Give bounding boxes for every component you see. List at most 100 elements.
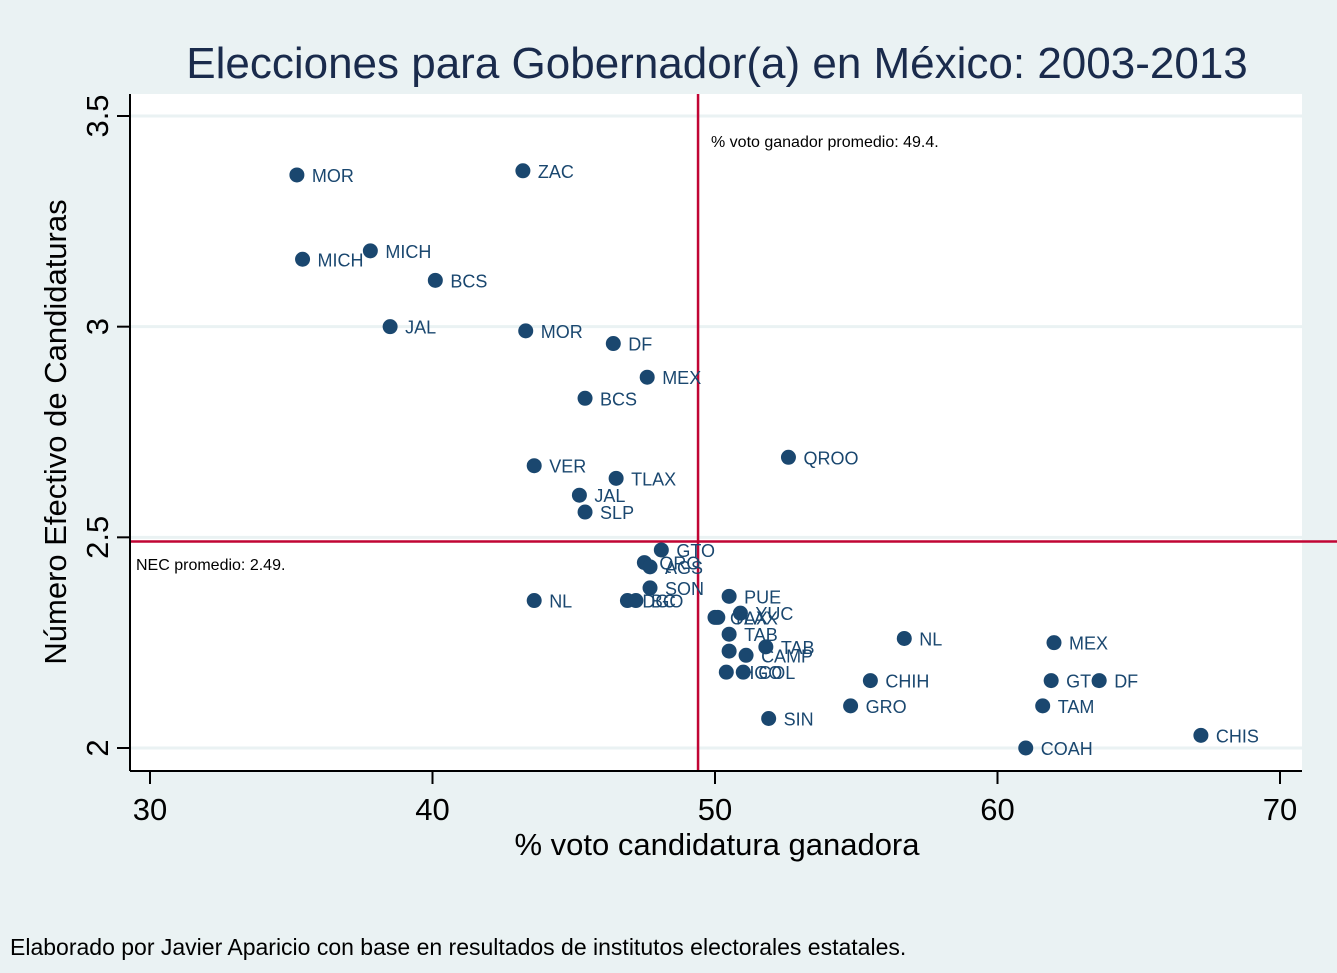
point-label: NL	[919, 629, 942, 649]
point-label: OAX	[730, 608, 768, 628]
data-point	[362, 243, 378, 259]
point-label: TLAX	[733, 608, 778, 628]
point-label: TAB	[781, 638, 815, 658]
point-label: JAL	[594, 486, 625, 506]
point-label: SLP	[600, 503, 634, 523]
data-point	[758, 639, 774, 655]
x-tick-label: 70	[1263, 792, 1297, 827]
point-label: NL	[549, 592, 572, 612]
data-point	[761, 711, 777, 727]
point-label: MICH	[385, 242, 431, 262]
data-point	[289, 167, 305, 183]
point-label: CHIH	[885, 672, 929, 692]
data-point	[721, 626, 737, 642]
x-tick-label: 50	[698, 792, 732, 827]
data-point	[653, 542, 669, 558]
data-point	[735, 664, 751, 680]
data-point	[1043, 673, 1059, 689]
point-label: HGO	[741, 663, 782, 683]
data-point	[628, 593, 644, 609]
point-label: MEX	[662, 368, 701, 388]
data-point	[780, 449, 796, 465]
data-point	[1091, 673, 1107, 689]
point-label: CHIS	[1216, 726, 1259, 746]
y-tick-label: 2	[80, 739, 115, 756]
chart-title: Elecciones para Gobernador(a) en México:…	[186, 39, 1248, 88]
data-point	[427, 272, 443, 288]
data-point	[732, 605, 748, 621]
gridlines	[130, 114, 1302, 750]
y-axis-title: Número Efectivo de Candidaturas	[38, 199, 73, 664]
point-label: MOR	[312, 166, 354, 186]
data-point	[1035, 698, 1051, 714]
x-tick-label: 30	[133, 792, 167, 827]
point-label: SON	[665, 579, 704, 599]
point-label: GRO	[866, 697, 907, 717]
point-label: JAL	[405, 318, 436, 338]
y-tick-label: 3.5	[80, 94, 115, 137]
point-label: QROO	[803, 448, 858, 468]
data-point	[1046, 635, 1062, 651]
data-point	[738, 647, 754, 663]
data-point	[642, 580, 658, 596]
x-reference-label: % voto ganador promedio: 49.4.	[711, 134, 939, 151]
source-note: Elaborado por Javier Aparicio con base e…	[10, 934, 907, 960]
point-label: BCS	[600, 389, 637, 409]
point-label: TAM	[1058, 697, 1095, 717]
data-point	[577, 504, 593, 520]
point-label: CAMP	[761, 646, 813, 666]
data-point	[721, 588, 737, 604]
data-point	[639, 369, 655, 385]
y-reference-label: NEC promedio: 2.49.	[136, 557, 285, 574]
point-label: YUC	[755, 604, 793, 624]
point-label: DF	[628, 335, 652, 355]
data-point	[518, 323, 534, 339]
data-points: MOR ZAC MICH MICH BCS JAL MOR DF MEX BCS QROO VER TL…	[289, 162, 1259, 759]
point-label: DF	[1114, 672, 1138, 692]
point-label: SIN	[784, 710, 814, 730]
data-point	[642, 559, 658, 575]
point-label: ZAC	[538, 162, 574, 182]
data-point	[710, 609, 726, 625]
point-label: TAB	[744, 625, 778, 645]
axes: 2 2.5 3 3.5 30 40 50 60 70	[80, 94, 1302, 827]
data-point	[526, 458, 542, 474]
data-point	[896, 630, 912, 646]
data-point	[1193, 727, 1209, 743]
point-label: VER	[549, 457, 586, 477]
reference-lines	[130, 94, 1337, 771]
point-label: PUE	[744, 587, 781, 607]
data-point	[515, 163, 531, 179]
data-point	[295, 251, 311, 267]
data-point	[843, 698, 859, 714]
point-label: GTO	[676, 541, 715, 561]
point-label: TLAX	[631, 469, 676, 489]
point-label: QRO	[659, 554, 700, 574]
y-tick-label: 3	[80, 318, 115, 335]
point-label: BCS	[450, 271, 487, 291]
x-axis-title: % voto candidatura ganadora	[514, 827, 920, 862]
data-point	[862, 673, 878, 689]
data-point	[721, 643, 737, 659]
y-tick-label: 2.5	[80, 516, 115, 559]
plot-area	[130, 94, 1302, 771]
data-point	[605, 336, 621, 352]
point-label: MEX	[1069, 634, 1108, 654]
data-point	[526, 593, 542, 609]
x-tick-label: 40	[415, 792, 449, 827]
data-point	[382, 319, 398, 335]
data-point	[571, 487, 587, 503]
point-label: BC	[651, 592, 676, 612]
data-point	[1018, 740, 1034, 756]
point-label: AGS	[665, 558, 703, 578]
point-label: MICH	[318, 250, 364, 270]
point-label: MOR	[541, 322, 583, 342]
point-label: COL	[758, 663, 795, 683]
point-label: DGO	[642, 592, 683, 612]
x-tick-label: 60	[980, 792, 1014, 827]
data-point	[577, 390, 593, 406]
point-label: COAH	[1041, 739, 1093, 759]
data-point	[718, 664, 734, 680]
data-point	[608, 470, 624, 486]
